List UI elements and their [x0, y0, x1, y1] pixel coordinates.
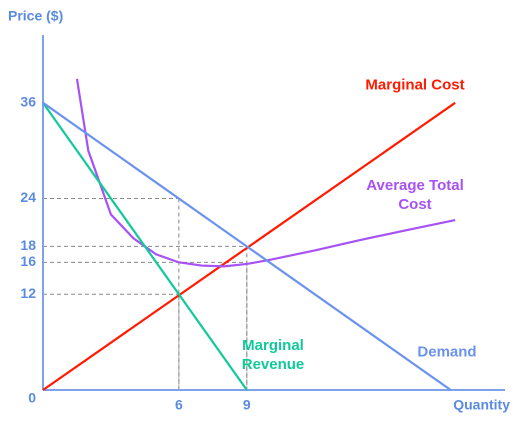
series-label: Marginal Cost	[365, 76, 465, 94]
series-label: Marginal Revenue	[241, 337, 305, 373]
y-tick-label: 0	[28, 390, 36, 406]
x-tick-label: 9	[243, 397, 251, 413]
x-tick-label: 6	[175, 397, 183, 413]
series-label: Average Total Cost	[366, 177, 464, 213]
y-axis-label: Price ($)	[8, 8, 63, 24]
x-axis-label: Quantity	[453, 397, 510, 413]
curve	[75, 78, 456, 268]
curve	[42, 102, 248, 391]
y-tick-label: 24	[20, 189, 36, 205]
curve	[42, 101, 452, 391]
y-tick-label: 18	[20, 237, 36, 253]
y-tick-label: 16	[20, 253, 36, 269]
curve	[42, 101, 456, 391]
y-tick-label: 36	[20, 94, 36, 110]
y-tick-label: 12	[20, 285, 36, 301]
series-label: Demand	[417, 343, 477, 361]
